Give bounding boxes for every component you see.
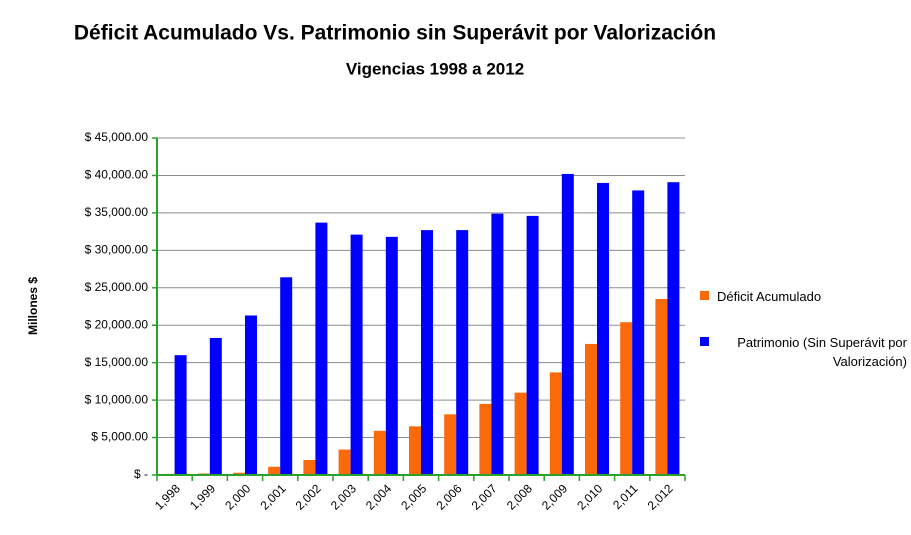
bar [409, 426, 421, 475]
bar [479, 403, 492, 475]
legend-item: Déficit Acumulado [700, 287, 907, 306]
x-tick-label: 2,008 [504, 481, 535, 512]
x-tick-label: 2,007 [469, 481, 500, 512]
legend-label: Déficit Acumulado [717, 289, 822, 304]
bar [268, 466, 281, 475]
y-tick-label: $ 5,000.00 [91, 430, 148, 444]
y-tick-label: $ 30,000.00 [85, 243, 149, 257]
x-tick-label: 2,003 [328, 481, 359, 512]
bar [620, 322, 633, 475]
bar [233, 472, 245, 475]
bar [373, 430, 386, 475]
legend-swatch [700, 337, 709, 346]
x-tick-label: 2,009 [539, 481, 570, 512]
bar [303, 460, 316, 475]
x-tick-label: 2,002 [293, 481, 324, 512]
x-tick-label: 2,004 [363, 481, 394, 512]
legend-swatch [700, 291, 709, 300]
bar [385, 236, 398, 475]
bar [585, 343, 597, 475]
y-tick-label: $ 45,000.00 [85, 130, 149, 144]
y-tick-label: $ - [134, 467, 148, 481]
x-tick-label: 2,001 [257, 481, 288, 512]
y-tick-label: $ 25,000.00 [85, 280, 149, 294]
y-tick-label: $ 35,000.00 [85, 205, 149, 219]
bar [491, 213, 504, 476]
y-tick-label: $ 15,000.00 [85, 355, 149, 369]
bar [632, 190, 645, 475]
bar [174, 355, 187, 475]
y-tick-label: $ 40,000.00 [85, 168, 149, 182]
bar [456, 230, 469, 475]
bar [209, 337, 222, 475]
bar [526, 215, 539, 475]
bar [338, 449, 351, 475]
x-tick-label: 2,012 [645, 481, 676, 512]
y-tick-label: $ 20,000.00 [85, 317, 149, 331]
bar [350, 234, 363, 475]
bar [444, 414, 457, 475]
x-tick-label: 2,010 [574, 481, 605, 512]
bar [667, 182, 680, 475]
x-tick-label: 2,006 [433, 481, 464, 512]
x-tick-label: 2,000 [222, 481, 253, 512]
y-axis-label: Millones $ [26, 277, 40, 335]
x-tick-label: 1,998 [152, 481, 183, 512]
bar [421, 230, 433, 475]
bar [315, 222, 328, 475]
bar [655, 299, 668, 475]
x-tick-label: 2,011 [610, 481, 641, 512]
chart-subtitle: Vigencias 1998 a 2012 [346, 59, 524, 78]
chart-title: Déficit Acumulado Vs. Patrimonio sin Sup… [74, 22, 716, 45]
y-tick-label: $ 10,000.00 [85, 392, 149, 406]
bar [280, 277, 293, 475]
x-tick-label: 2,005 [398, 481, 429, 512]
bar [549, 372, 562, 475]
legend-item: Patrimonio (Sin Superávit por Valorizaci… [700, 333, 907, 371]
bar [514, 392, 527, 475]
legend-label: Patrimonio (Sin Superávit por Valorizaci… [737, 335, 907, 369]
bar [245, 315, 257, 475]
bar [597, 182, 609, 475]
bar [561, 173, 574, 476]
x-tick-label: 1,999 [187, 481, 218, 512]
